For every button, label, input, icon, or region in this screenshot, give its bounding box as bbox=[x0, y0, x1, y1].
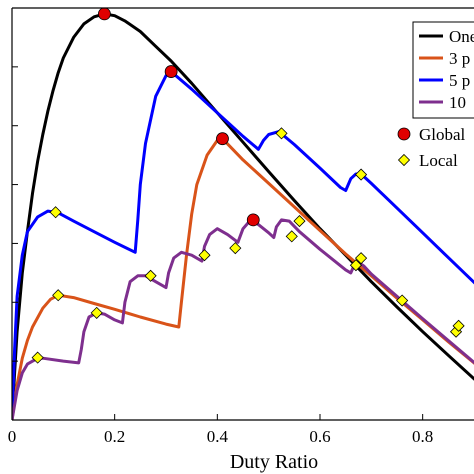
x-tick-label: 0 bbox=[8, 427, 17, 446]
series-line-4 bbox=[12, 218, 474, 420]
axes-layer: 0 0.2 0.4 0.6 0.8 bbox=[8, 7, 474, 446]
series-layer bbox=[12, 12, 474, 420]
series-line-3 bbox=[12, 70, 474, 420]
local-peak-marker bbox=[452, 319, 465, 332]
local-peak-marker bbox=[275, 127, 288, 140]
local-peak-marker bbox=[144, 269, 157, 282]
local-peak-marker bbox=[355, 168, 368, 181]
series-line-2 bbox=[12, 137, 474, 420]
legend-markers: Global Local bbox=[397, 125, 466, 170]
global-peak-marker bbox=[164, 65, 178, 78]
marker-layer bbox=[31, 8, 465, 364]
global-peak-marker bbox=[246, 213, 260, 227]
x-tick-label: 0.6 bbox=[309, 427, 330, 446]
legend-lines: One 3 p 5 p 10 bbox=[412, 21, 474, 119]
local-peak-marker bbox=[90, 306, 103, 319]
local-peak-marker bbox=[355, 252, 368, 265]
legend-entry-label: 10 bbox=[449, 93, 466, 112]
local-peak-marker bbox=[52, 289, 65, 302]
local-peak-marker bbox=[31, 351, 44, 364]
x-tick-label: 0.4 bbox=[207, 427, 229, 446]
x-axis-label: Duty Ratio bbox=[230, 451, 318, 473]
local-peak-marker bbox=[285, 230, 298, 243]
global-peak-marker bbox=[216, 132, 229, 146]
local-peak-marker bbox=[49, 206, 62, 219]
local-peak-marker bbox=[396, 294, 409, 307]
x-tick-label: 0.8 bbox=[412, 427, 433, 446]
legend-marker-symbol bbox=[397, 153, 411, 167]
local-peak-marker bbox=[198, 249, 211, 262]
x-tick-label: 0.2 bbox=[104, 427, 125, 446]
legend-entry-label: 3 p bbox=[449, 49, 470, 68]
legend-entry-label: One bbox=[449, 27, 474, 46]
legend-marker-label: Global bbox=[419, 125, 466, 144]
legend-marker-label: Local bbox=[419, 151, 458, 170]
legend-entry-label: 5 p bbox=[449, 71, 470, 90]
local-peak-marker bbox=[349, 259, 362, 272]
local-peak-marker bbox=[229, 242, 242, 255]
legend-marker-symbol bbox=[397, 127, 411, 141]
global-peak-marker bbox=[98, 8, 111, 21]
local-peak-marker bbox=[293, 214, 306, 228]
